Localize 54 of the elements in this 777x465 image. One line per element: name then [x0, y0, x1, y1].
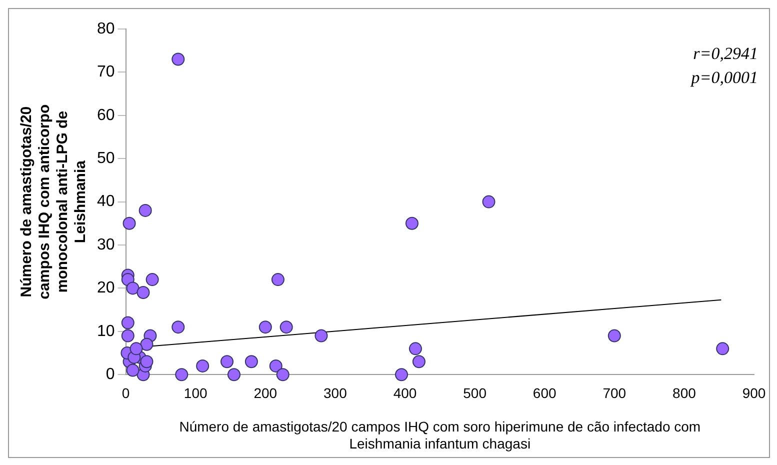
x-tick-label: 700 [602, 384, 626, 401]
x-tick-label: 300 [324, 384, 348, 401]
point [220, 355, 234, 368]
point [126, 282, 140, 295]
point [244, 355, 258, 368]
x-tick-label: 200 [254, 384, 278, 401]
y-tick-label: 80 [97, 20, 115, 38]
y-tick-label: 30 [97, 236, 115, 254]
point [395, 368, 408, 382]
y-axis-title: Número de amastigotas/20 campos IHQ com anticorpo monocolonal anti-LPG de Leishmania [18, 104, 90, 300]
point [314, 329, 328, 342]
point [280, 320, 293, 334]
point [175, 368, 188, 382]
y-tick-label: 10 [97, 322, 115, 340]
point [405, 216, 418, 230]
point [269, 359, 282, 372]
point [146, 273, 159, 286]
annotation: p=0,0001 [690, 68, 758, 87]
x-tick-label: 600 [532, 384, 556, 401]
point [126, 364, 140, 377]
point [276, 368, 290, 382]
point [140, 338, 154, 351]
point [408, 342, 422, 356]
x-axis-title: Número de amastigotas/20 campos IHQ com soro hiperimune de cão infectado com Leishmania infantum chagasi [179, 418, 701, 452]
point [196, 359, 210, 372]
y-tick-label: 50 [97, 150, 115, 168]
point [258, 320, 272, 334]
point [140, 355, 154, 368]
point [608, 329, 621, 342]
point [121, 329, 134, 342]
annotation: r=0,2941 [693, 44, 758, 63]
point [716, 342, 730, 356]
x-tick-label: 500 [463, 384, 487, 401]
x-tick-label: 900 [742, 384, 766, 401]
x-tick-label: 0 [122, 384, 130, 401]
y-tick-label: 0 [106, 366, 115, 384]
y-tick-label: 70 [97, 64, 115, 81]
point [227, 368, 240, 382]
point [172, 52, 185, 66]
x-tick-label: 800 [672, 384, 696, 401]
x-tick-label: 400 [393, 384, 417, 401]
y-tick-label: 20 [97, 280, 115, 297]
point [482, 195, 496, 208]
point [412, 355, 426, 368]
y-tick-label: 40 [97, 193, 115, 210]
point [271, 273, 284, 286]
point [138, 204, 152, 217]
point [136, 286, 150, 300]
x-tick-label: 100 [184, 384, 208, 401]
point [121, 316, 134, 330]
point [130, 342, 143, 356]
point [122, 216, 136, 230]
y-tick-label: 60 [97, 106, 115, 124]
point [172, 320, 185, 334]
